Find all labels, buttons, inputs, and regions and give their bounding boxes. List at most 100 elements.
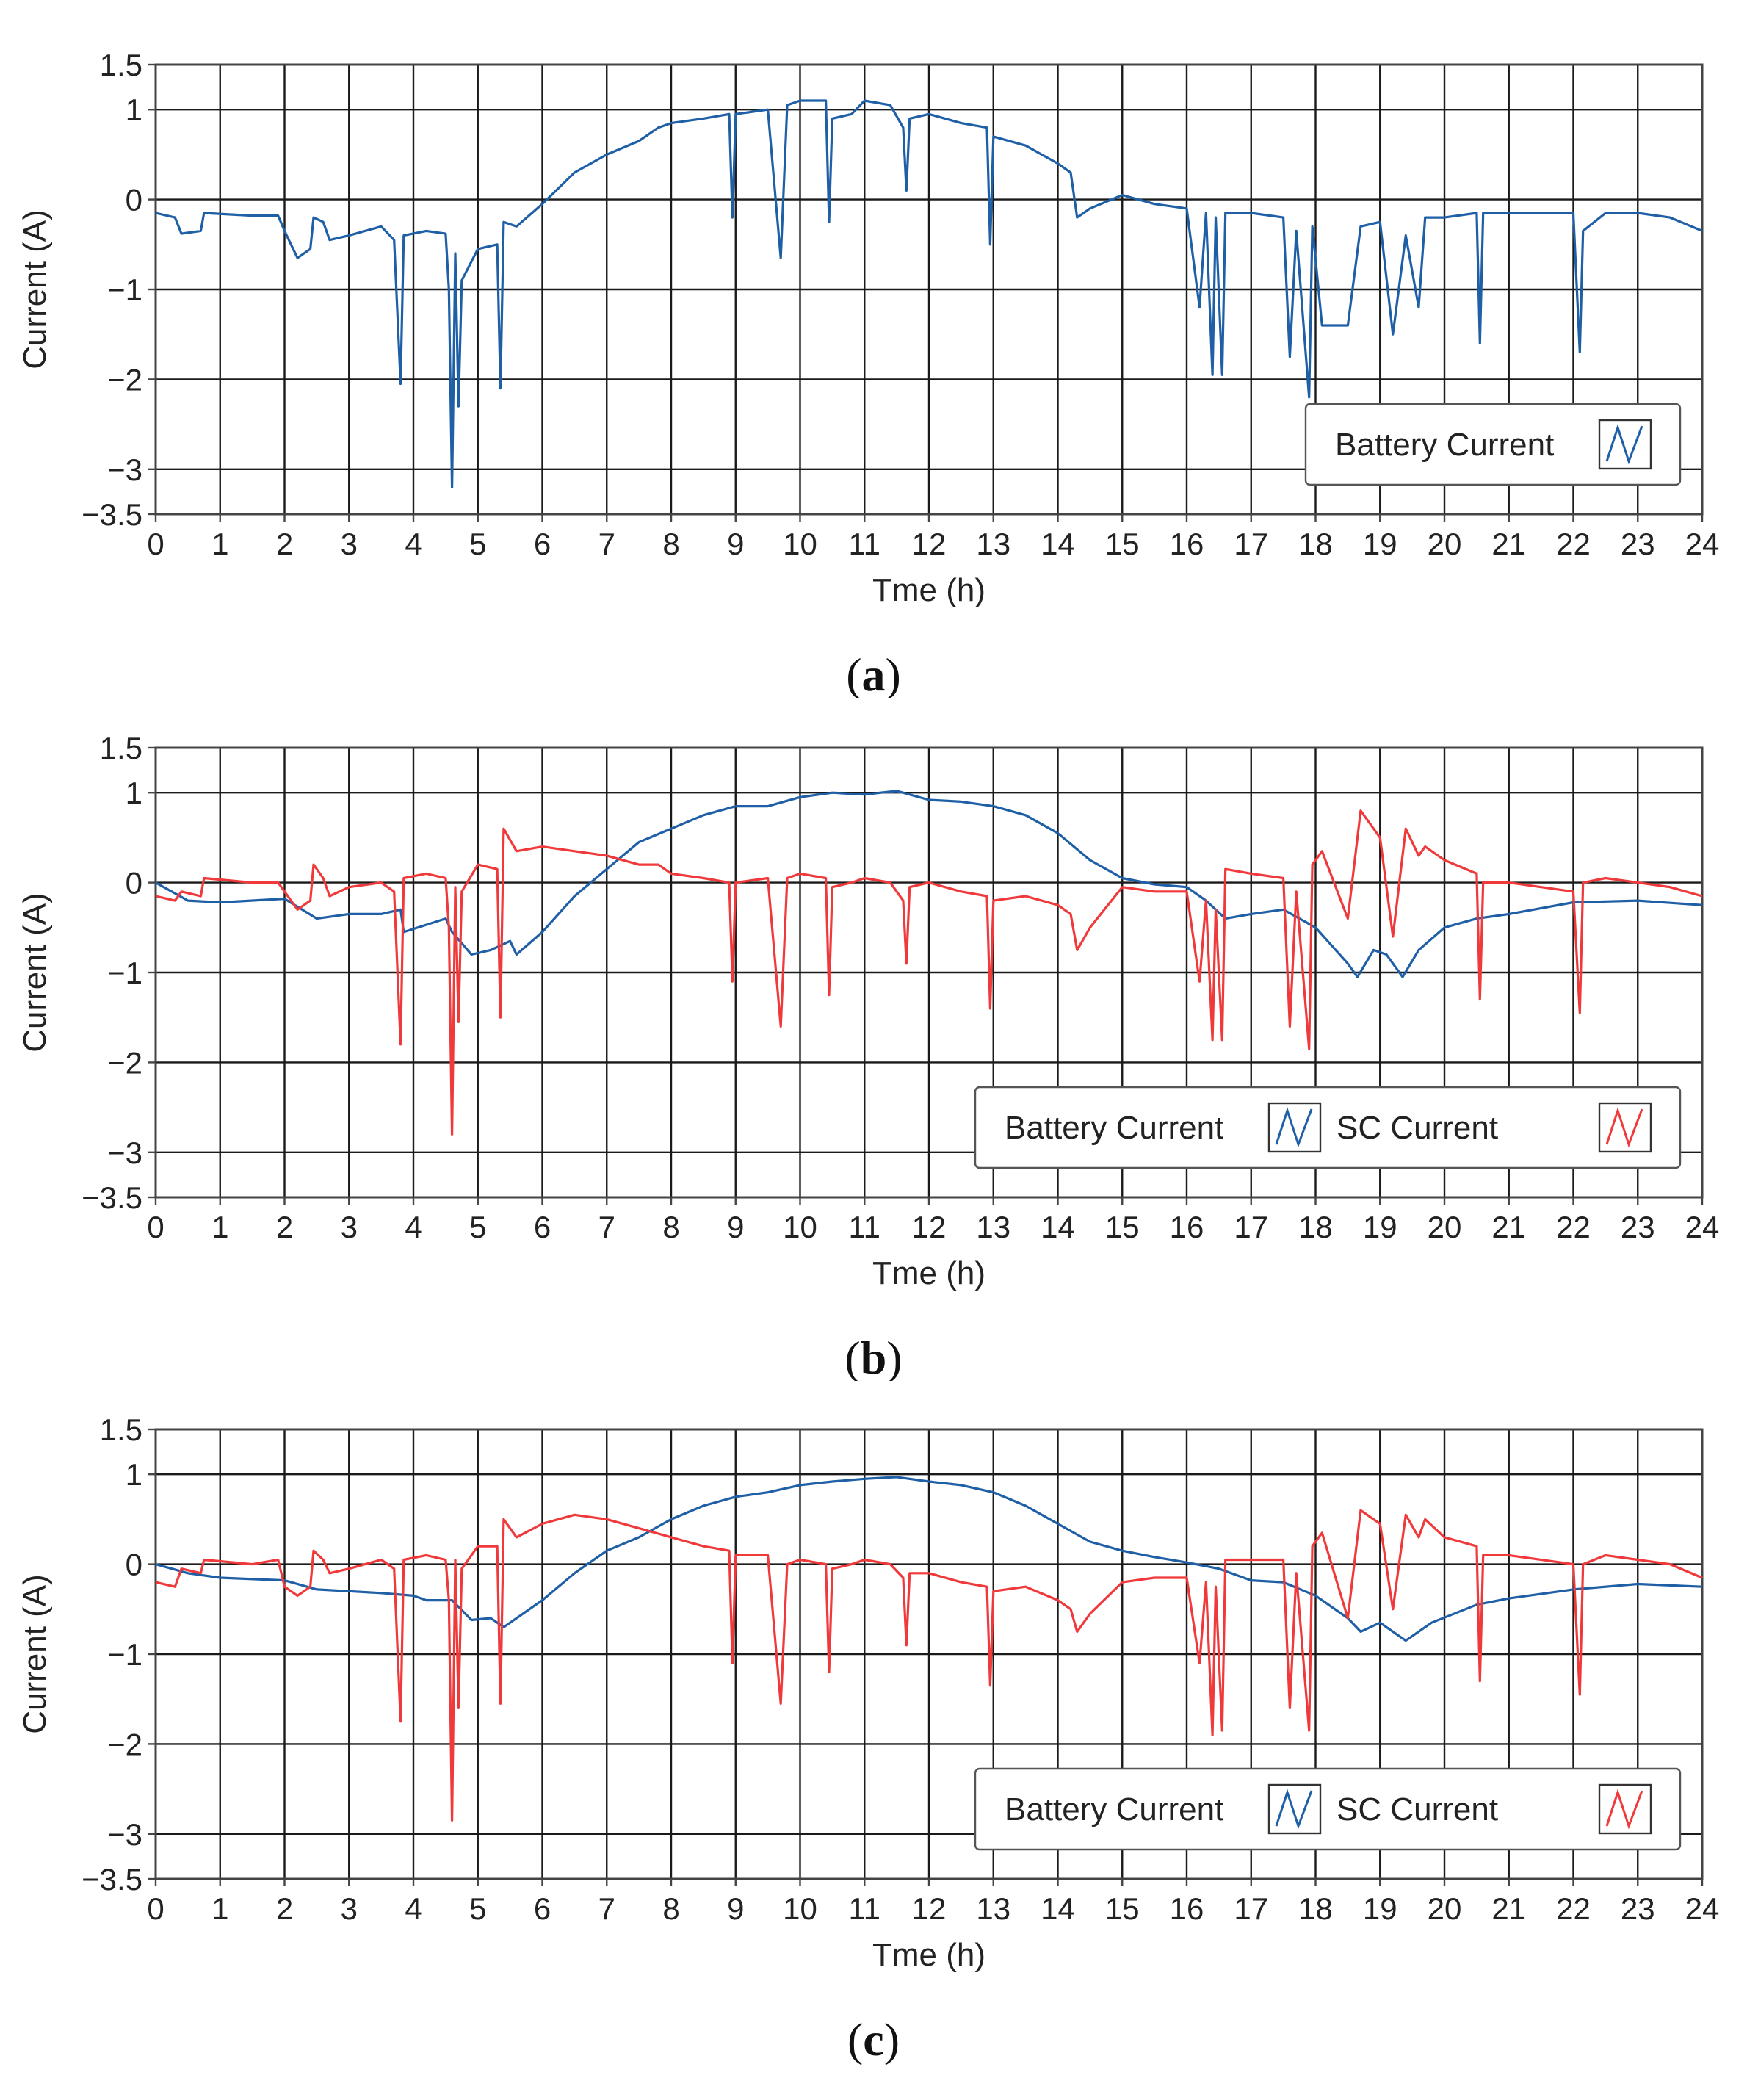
x-tick-label: 3 <box>341 527 358 561</box>
y-tick-label: 1.5 <box>100 1412 142 1447</box>
legend-swatch-battery <box>1267 1783 1322 1835</box>
x-tick-label: 12 <box>912 1891 947 1926</box>
x-tick-label: 6 <box>534 1210 551 1244</box>
x-tick-label: 21 <box>1491 1891 1526 1926</box>
x-tick-label: 13 <box>976 1891 1010 1926</box>
y-tick-label: 0 <box>126 866 142 901</box>
y-tick-label: −3 <box>107 452 142 487</box>
series-line-battery-current <box>155 1476 1703 1642</box>
y-axis-label: Current (A) <box>17 209 53 369</box>
panel-letter: b <box>861 1332 887 1381</box>
y-tick-label: −1 <box>107 273 142 307</box>
x-tick-label: 8 <box>662 527 679 561</box>
y-tick-label: 1.5 <box>100 731 142 765</box>
x-tick-label: 20 <box>1428 527 1462 561</box>
x-tick-label: 23 <box>1621 1891 1655 1926</box>
y-tick-label: −1 <box>107 1637 142 1672</box>
chart-svg-c: 0 1 2 3 4 5 6 7 8 9 10 11 12 13 14 15 16 17 18 19 20 21 22 23 24… <box>17 1412 1719 2065</box>
x-tick-label: 19 <box>1363 1210 1397 1244</box>
legend-swatch-battery <box>1598 419 1652 470</box>
legend-label-battery-current: Battery Current <box>1335 427 1554 463</box>
x-tick-label: 21 <box>1491 527 1526 561</box>
y-tick-label: 1 <box>126 776 142 810</box>
x-tick-label: 4 <box>405 527 422 561</box>
x-tick-label: 18 <box>1298 527 1333 561</box>
x-tick-label: 7 <box>598 527 615 561</box>
y-tick-label: −2 <box>107 1727 142 1761</box>
x-tick-label: 1 <box>211 1891 228 1926</box>
chart-svg-a: 0 1 2 3 4 5 6 7 8 9 10 11 12 13 14 15 16 17 18 19 20 21 22 23 24… <box>17 48 1719 701</box>
panel-label: (c) <box>847 2013 900 2065</box>
panel-label: (a) <box>846 649 901 698</box>
x-tick-label: 5 <box>469 1891 486 1926</box>
x-tick-label: 9 <box>727 1210 744 1244</box>
x-tick-label: 0 <box>147 1891 164 1926</box>
x-tick-label: 0 <box>147 1210 164 1244</box>
series-line-sc-current <box>155 1509 1703 1822</box>
legend-label-battery-current: Battery Current <box>1005 1110 1223 1146</box>
x-tick-label: 2 <box>276 527 293 561</box>
y-tick-label: −2 <box>107 1045 142 1080</box>
x-axis-label: Tme (h) <box>872 1255 985 1291</box>
legend-swatch-battery <box>1267 1102 1322 1153</box>
y-tick-label: −3.5 <box>82 1180 142 1215</box>
x-tick-label: 2 <box>276 1210 293 1244</box>
x-tick-label: 12 <box>912 527 947 561</box>
x-tick-label: 23 <box>1621 1210 1655 1244</box>
x-tick-label: 7 <box>598 1891 615 1926</box>
x-tick-label: 19 <box>1363 527 1397 561</box>
x-tick-label: 17 <box>1234 1210 1268 1244</box>
x-tick-label: 19 <box>1363 1891 1397 1926</box>
x-tick-label: 15 <box>1105 527 1140 561</box>
series-line-battery-current <box>155 790 1703 978</box>
y-tick-label: 1 <box>126 93 142 127</box>
chart-svg-b: 0 1 2 3 4 5 6 7 8 9 10 11 12 13 14 15 16 17 18 19 20 21 22 23 24… <box>17 731 1720 1384</box>
y-tick-label: 1.5 <box>100 48 142 82</box>
chart-panel-a: 0 1 2 3 4 5 6 7 8 9 10 11 12 13 14 15 16 17 18 19 20 21 22 23 24… <box>0 0 1747 701</box>
y-tick-label: −3 <box>107 1817 142 1852</box>
y-tick-label: −1 <box>107 956 142 990</box>
y-tick-label: 0 <box>126 183 142 217</box>
x-tick-label: 14 <box>1041 1210 1075 1244</box>
y-tick-label: −3.5 <box>82 1862 142 1897</box>
panel-letter: a <box>862 649 886 698</box>
chart-panel-c: 0 1 2 3 4 5 6 7 8 9 10 11 12 13 14 15 16 17 18 19 20 21 22 23 24… <box>0 1365 1747 2096</box>
legend: Battery Current SC Current <box>974 1767 1682 1851</box>
x-tick-label: 3 <box>341 1210 358 1244</box>
series-line-battery-current <box>155 99 1703 488</box>
x-tick-label: 14 <box>1041 1891 1075 1926</box>
y-tick-label: −2 <box>107 362 142 397</box>
x-tick-label: 11 <box>848 1210 880 1244</box>
x-tick-label: 11 <box>848 1891 880 1926</box>
x-tick-label: 17 <box>1234 1891 1268 1926</box>
x-tick-label: 11 <box>848 527 880 561</box>
series-line-sc-current <box>155 809 1703 1136</box>
y-axis-label: Current (A) <box>17 1574 53 1734</box>
x-tick-label: 14 <box>1041 527 1075 561</box>
x-tick-label: 13 <box>976 1210 1010 1244</box>
x-tick-label: 9 <box>727 1891 744 1926</box>
x-tick-label: 3 <box>341 1891 358 1926</box>
x-tick-label: 15 <box>1105 1210 1140 1244</box>
x-tick-label: 18 <box>1298 1210 1333 1244</box>
x-tick-label: 22 <box>1556 1891 1591 1926</box>
chart-panel-b: 0 1 2 3 4 5 6 7 8 9 10 11 12 13 14 15 16 17 18 19 20 21 22 23 24… <box>0 683 1747 1384</box>
y-tick-label: 0 <box>126 1548 142 1582</box>
y-tick-label: 1 <box>126 1457 142 1492</box>
x-axis-label: Tme (h) <box>872 572 985 608</box>
x-tick-label: 16 <box>1170 1891 1204 1926</box>
x-tick-label: 24 <box>1685 1210 1720 1244</box>
legend: Battery Current <box>1304 403 1682 486</box>
legend-label-sc-current: SC Current <box>1337 1110 1498 1146</box>
x-tick-label: 6 <box>534 527 551 561</box>
x-tick-label: 6 <box>534 1891 551 1926</box>
legend-swatch-sc <box>1598 1102 1652 1153</box>
x-tick-label: 1 <box>211 527 228 561</box>
x-tick-label: 10 <box>783 1210 817 1244</box>
x-tick-label: 9 <box>727 527 744 561</box>
x-axis-label: Tme (h) <box>872 1937 985 1973</box>
legend-label-sc-current: SC Current <box>1337 1792 1498 1827</box>
x-tick-label: 15 <box>1105 1891 1140 1926</box>
x-tick-label: 16 <box>1170 1210 1204 1244</box>
y-axis-label: Current (A) <box>17 892 53 1053</box>
